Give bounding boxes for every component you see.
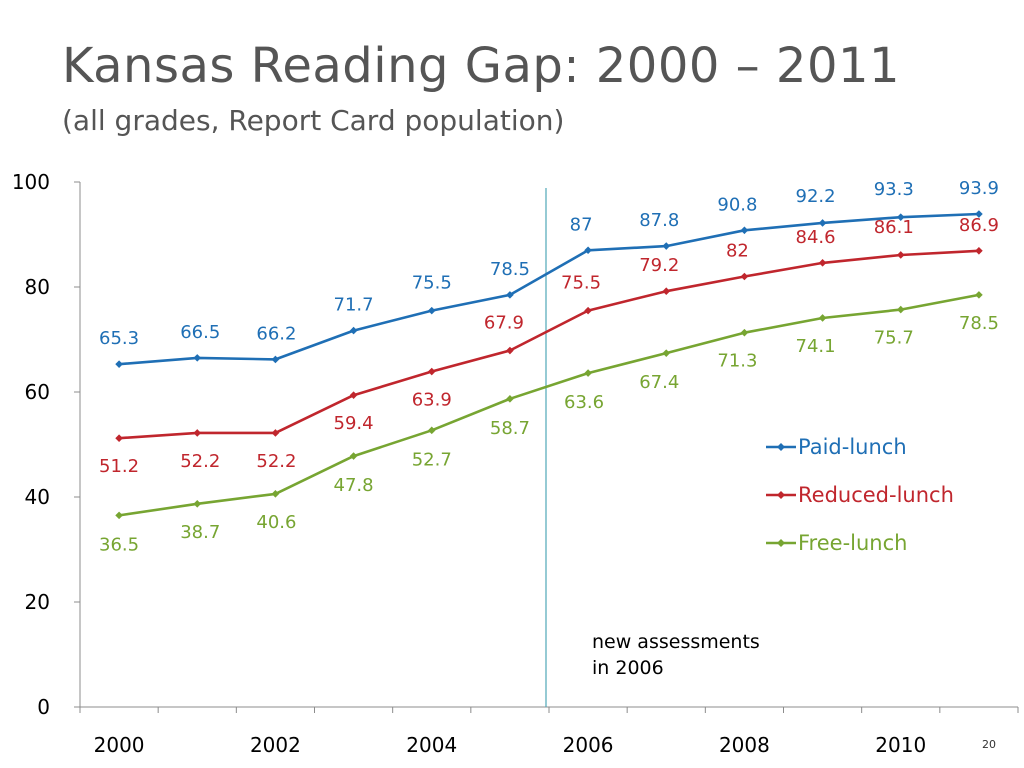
data-label: 93.9 — [959, 178, 999, 199]
data-label: 78.5 — [490, 259, 530, 280]
data-label: 87 — [570, 214, 593, 235]
x-tick-label: 2002 — [250, 733, 301, 757]
data-label: 92.2 — [796, 186, 836, 207]
data-point — [818, 219, 827, 227]
data-point — [115, 360, 123, 368]
data-label: 78.5 — [959, 313, 999, 334]
page-title: Kansas Reading Gap: 2000 – 2011 — [62, 38, 901, 94]
annotation-text: in 2006 — [592, 657, 664, 679]
data-point — [975, 291, 983, 299]
data-label: 63.6 — [564, 392, 604, 413]
data-point — [506, 291, 514, 299]
data-label: 75.5 — [412, 273, 452, 294]
data-point — [349, 326, 358, 335]
data-point — [193, 354, 202, 362]
data-point — [662, 349, 671, 357]
data-point — [271, 355, 280, 364]
data-label: 84.6 — [796, 227, 836, 248]
data-point — [427, 306, 436, 315]
y-tick-label: 40 — [25, 485, 50, 509]
data-label: 52.7 — [412, 449, 452, 470]
data-point — [271, 490, 280, 498]
legend-marker — [777, 539, 785, 547]
data-point — [740, 226, 749, 235]
data-point — [427, 367, 436, 376]
data-point — [818, 259, 827, 267]
data-point — [662, 287, 671, 295]
data-label: 58.7 — [490, 418, 530, 439]
data-label: 59.4 — [334, 413, 374, 434]
data-point — [896, 251, 905, 259]
data-point — [975, 246, 983, 255]
series-line-paid-lunch — [118, 212, 979, 366]
series-line-free-lunch — [118, 293, 980, 517]
x-tick-label: 2006 — [563, 733, 614, 757]
data-point — [427, 426, 436, 435]
data-point — [506, 395, 514, 403]
data-label: 51.2 — [99, 456, 139, 477]
data-point — [193, 500, 202, 508]
data-point — [584, 369, 592, 377]
y-tick-label: 0 — [37, 695, 50, 719]
data-label: 93.3 — [874, 179, 914, 200]
data-point — [662, 242, 671, 250]
x-tick-label: 2008 — [719, 733, 770, 757]
x-tick-label: 2010 — [875, 733, 926, 757]
series-line-reduced-lunch — [119, 249, 979, 440]
data-point — [193, 429, 202, 437]
data-label: 86.9 — [959, 215, 999, 236]
data-label: 86.1 — [874, 217, 914, 238]
data-label: 52.2 — [180, 451, 220, 472]
data-point — [115, 511, 123, 520]
data-label: 40.6 — [256, 512, 296, 533]
data-label: 82 — [726, 241, 749, 262]
data-label: 67.4 — [639, 372, 679, 393]
data-point — [115, 434, 123, 442]
legend-label: Reduced-lunch — [798, 483, 954, 507]
y-tick-label: 60 — [25, 380, 50, 404]
data-label: 65.3 — [99, 328, 139, 349]
data-point — [818, 314, 827, 322]
data-label: 71.7 — [334, 295, 374, 316]
data-point — [896, 305, 905, 314]
legend-label: Paid-lunch — [798, 435, 907, 459]
data-point — [349, 452, 358, 460]
data-label: 38.7 — [180, 522, 220, 543]
y-tick-label: 20 — [25, 590, 50, 614]
legend-label: Free-lunch — [798, 531, 907, 555]
data-point — [584, 306, 592, 315]
annotation-text: new assessments — [592, 631, 760, 653]
data-point — [740, 328, 749, 337]
legend-marker — [777, 443, 785, 451]
x-tick-label: 2004 — [406, 733, 457, 757]
data-point — [506, 346, 514, 355]
data-label: 79.2 — [639, 255, 679, 276]
data-label: 67.9 — [484, 313, 524, 334]
legend-marker — [777, 491, 785, 499]
data-label: 74.1 — [796, 336, 836, 357]
data-label: 71.3 — [717, 351, 757, 372]
page-number: 20 — [982, 738, 996, 751]
page-subtitle: (all grades, Report Card population) — [62, 104, 565, 137]
data-point — [740, 272, 749, 281]
y-tick-label: 100 — [12, 170, 50, 194]
data-point — [271, 429, 280, 437]
data-point — [896, 213, 905, 221]
data-label: 36.5 — [99, 534, 139, 555]
data-label: 66.5 — [180, 322, 220, 343]
data-label: 63.9 — [412, 390, 452, 411]
data-label: 87.8 — [639, 210, 679, 231]
data-point — [349, 391, 358, 399]
data-point — [975, 210, 983, 218]
data-label: 75.7 — [874, 328, 914, 349]
data-label: 52.2 — [256, 451, 296, 472]
data-point — [584, 246, 592, 255]
data-label: 66.2 — [256, 323, 296, 344]
x-tick-label: 2000 — [94, 733, 145, 757]
data-label: 47.8 — [334, 475, 374, 496]
data-label: 90.8 — [717, 194, 757, 215]
data-label: 75.5 — [561, 273, 601, 294]
y-tick-label: 80 — [25, 275, 50, 299]
